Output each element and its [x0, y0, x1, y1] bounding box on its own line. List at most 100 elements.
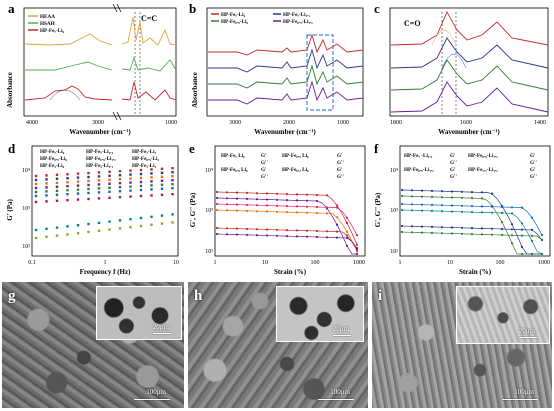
- legend-label-e-6: HP-Fe₀.₉ Li₆: [221, 167, 248, 173]
- legend-label-e-2: HP-Fe₀.₉ Li₆: [282, 153, 309, 159]
- xtick-b-2: 1000: [337, 120, 349, 126]
- ylabel-d: G' (Pa): [6, 199, 14, 221]
- data-point-d: [66, 181, 69, 184]
- sem-inset-h: 20μm: [276, 286, 364, 342]
- xtick-a-0: 4000: [26, 120, 38, 126]
- ytick-e-1: 10³: [205, 208, 213, 214]
- xtick-e-2: 100: [311, 260, 320, 266]
- data-point-d: [139, 188, 143, 192]
- spectrum-heaa: [24, 16, 177, 46]
- data-point-d: [171, 167, 174, 170]
- panel-f: f G', G'' (Pa) 10² 10³ 10⁴ HP-Fe₇ -Li₁.₁…: [372, 140, 554, 278]
- panel-label-f: f: [374, 141, 379, 156]
- data-point-d: [45, 178, 48, 181]
- legend-label-e-0: HP-Fe₇ Li₆: [221, 153, 245, 159]
- panel-e: e G', G'' (Pa) 10² 10³ 10⁴ HP-Fe₇ Li₆ G'…: [187, 140, 370, 278]
- xtick-d-2: 10: [173, 260, 179, 266]
- data-point-d: [139, 172, 143, 176]
- data-point-d: [55, 173, 59, 176]
- data-point-d: [118, 196, 122, 199]
- legend-label-d-7: HP-Fe₁-Li₁.₁: [86, 163, 113, 169]
- data-point-d: [97, 187, 101, 190]
- data-point-f-curves: [400, 202, 404, 206]
- data-point-d: [160, 187, 164, 190]
- xtick-a-2: 1000: [165, 120, 177, 126]
- data-point-d: [171, 179, 174, 182]
- data-point-d: [55, 193, 59, 196]
- data-point-d: [66, 185, 69, 188]
- xtick-e-0: 1: [214, 260, 217, 266]
- legend-label-f-4: G'': [450, 160, 457, 166]
- sem-image-h: h 20μm 100μm: [188, 282, 368, 408]
- data-point-d: [45, 227, 48, 230]
- legend-d: HP-Fe₇-Li₆ HP-Fe₇-Li₁.₁ HP-Fe₇-Li₂ HP-Fe…: [40, 149, 159, 169]
- legend-a: HEAA HSAH HP-Fe₇-Li₆: [28, 14, 65, 34]
- legend-label-f-1: G': [450, 153, 456, 159]
- curve-e-curves: [216, 233, 358, 249]
- legend-label-d-2: HP-Fe₇-Li₂: [132, 149, 157, 155]
- peak-fit-c-2: [441, 53, 467, 69]
- xtick-f-0: 1: [399, 260, 402, 266]
- data-point-d: [118, 178, 122, 181]
- panel-label-c: c: [374, 1, 380, 16]
- data-point-d: [76, 188, 80, 191]
- scalebar-i: [502, 398, 538, 400]
- data-point-d: [160, 222, 164, 225]
- data-point-d: [160, 193, 164, 196]
- ftir-chart-a: a Absorbance C=C HEAA HSAH HP-Fe₇-Li₆ 40…: [6, 1, 177, 136]
- axis-break-top-a-1: [112, 3, 118, 13]
- data-point-d: [34, 236, 38, 240]
- data-point-d: [150, 180, 153, 183]
- legend-label-f-8: HP-Fe₁.₁-Li₁.₁: [468, 167, 498, 173]
- rheology-chart-d: d G' (Pa) 10² 10³ 10⁴ HP-Fe₇-Li₆ HP-Fe₇-…: [6, 141, 179, 276]
- data-point-d: [55, 199, 59, 202]
- legend-label-e-1: G': [261, 153, 267, 159]
- legend-label-d-0: HP-Fe₇-Li₆: [40, 149, 65, 155]
- legend-label-b-1: HP-Fe₇-Li₁.₁: [283, 12, 310, 18]
- xtick-c-0: 1800: [390, 120, 402, 126]
- panel-label-b: b: [189, 1, 196, 16]
- data-points-d: [34, 167, 174, 240]
- xlabel-d: Frequency f (Hz): [80, 268, 131, 276]
- data-point-e-curves: [215, 202, 219, 206]
- legend-label-f-6: HP-Fe₀.₉-Li₁.₁: [404, 167, 434, 173]
- data-point-d: [118, 182, 122, 185]
- sem-inset-g: 20μm: [96, 286, 182, 340]
- data-point-d: [76, 232, 80, 235]
- scalebar-h: [318, 398, 354, 400]
- legend-label-b-3: HP-Fe₀.₉-Li₁.₁: [283, 19, 313, 25]
- data-point-d: [139, 176, 143, 180]
- data-point-d: [76, 180, 80, 183]
- ytick-f-0: 10²: [390, 249, 398, 255]
- panel-label-e: e: [189, 141, 195, 156]
- data-point-d: [45, 235, 48, 238]
- legend-label-e-3: G': [337, 153, 343, 159]
- plot-frame-e: [214, 145, 366, 257]
- data-point-d: [97, 191, 101, 194]
- data-point-d: [160, 183, 164, 186]
- data-point-d: [150, 223, 153, 226]
- legend-label-hsah: HSAH: [40, 21, 55, 27]
- scale-label-h: 100μm: [330, 388, 350, 396]
- data-point-d: [66, 189, 69, 192]
- data-point-d: [34, 200, 38, 204]
- curve-e-curves: [216, 209, 358, 252]
- data-point-d: [171, 221, 174, 224]
- ylabel-b: Absorbance: [191, 72, 199, 108]
- curve-f-curves: [401, 209, 543, 255]
- data-point-d: [76, 184, 80, 187]
- legend-label-e-10: G'': [261, 174, 268, 180]
- plot-frame-c: [389, 7, 549, 117]
- xtick-f-1: 10: [447, 260, 453, 266]
- data-point-d: [150, 172, 153, 175]
- legend-label-f-0: HP-Fe₇ -Li₁.₁: [404, 153, 433, 159]
- data-point-d: [66, 225, 69, 228]
- curve-f-curves: [401, 225, 543, 241]
- data-point-d: [108, 182, 111, 185]
- strain-chart-f: f G', G'' (Pa) 10² 10³ 10⁴ HP-Fe₇ -Li₁.₁…: [374, 141, 551, 276]
- ytick-e-0: 10²: [205, 249, 213, 255]
- plot-frame-b: [206, 7, 364, 117]
- annotation-cc: C=C: [141, 14, 157, 23]
- ftir-chart-c: c C=O 1800 1600 1400 Wavenumber (cm⁻¹): [374, 1, 549, 136]
- data-point-d: [34, 186, 38, 190]
